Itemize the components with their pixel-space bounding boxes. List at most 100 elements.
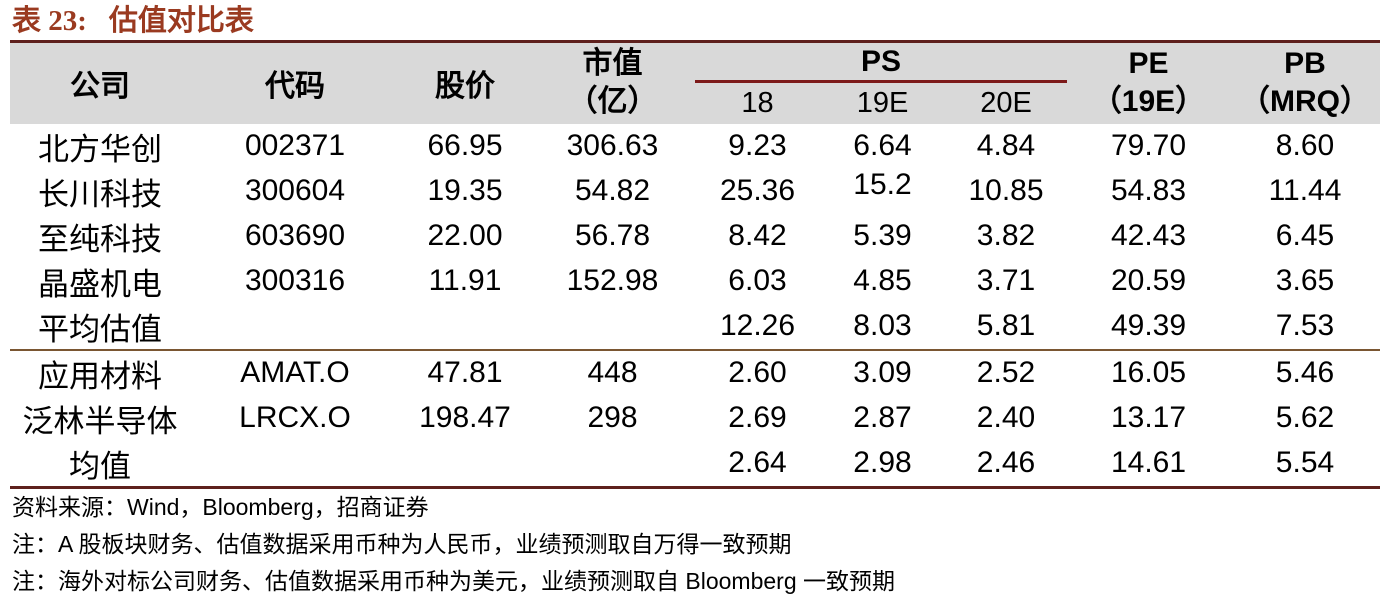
cell-ps18: 2.69 [728, 401, 787, 434]
cell-ps20e: 5.81 [945, 303, 1067, 351]
cell-pbmrq: 3.65 [1275, 264, 1335, 297]
cell-company: 长川科技 [38, 176, 162, 212]
cell-pbmrq: 5.62 [1275, 401, 1335, 434]
col-header-ps-20e: 20E [945, 81, 1067, 124]
cell-mktcap: 448 [587, 356, 638, 389]
cell-code: 002371 [244, 129, 346, 162]
cell-pe19e: 54.83 [1110, 174, 1187, 207]
cell-company: 至纯科技 [38, 221, 162, 257]
cell-ps19e: 2.98 [853, 446, 912, 479]
cell-pbmrq: 6.45 [1275, 219, 1335, 252]
cell-ps19e: 2.87 [853, 401, 912, 434]
table-title-text: 估值对比表 [108, 5, 254, 37]
cell-mktcap: 56.78 [574, 219, 651, 252]
cell-ps18: 9.23 [728, 129, 787, 162]
marketcap-label-line1: 市值 [582, 47, 643, 81]
cell-ps18: 8.42 [728, 219, 787, 252]
cell-pe19e: 79.70 [1110, 129, 1187, 162]
cell-company: 北方华创 [38, 131, 162, 167]
note-a-share: 注：A 股板块财务、估值数据采用币种为人民币，业绩预测取自万得一致预期 [12, 530, 792, 557]
cell-price: 47.81 [427, 356, 503, 389]
cell-pe19e: 14.61 [1110, 446, 1187, 479]
cell-mktcap [530, 303, 695, 351]
cell-ps20e: 3.82 [976, 219, 1036, 252]
cell-mktcap: 54.82 [574, 174, 651, 207]
table-row: 至纯科技 603690 22.00 56.78 8.42 5.39 3.82 4… [10, 214, 1380, 259]
cell-pe19e: 13.17 [1110, 401, 1187, 434]
cell-price [400, 441, 530, 488]
col-header-price: 股价 [400, 41, 530, 124]
cell-ps19e: 6.64 [853, 129, 912, 162]
cell-company: 平均估值 [10, 303, 190, 351]
cell-ps19e: 15.2 [853, 167, 912, 201]
source-note: 资料来源：Wind，Bloomberg，招商证券 [12, 493, 429, 520]
table-header: 公司 代码 股价 市值 （亿） PS PE （19E） PB （MRQ） 18 [10, 41, 1380, 124]
cell-ps19e: 3.09 [853, 356, 912, 389]
cell-company: 均值 [69, 448, 131, 484]
col-header-pb: PB （MRQ） [1230, 41, 1380, 124]
col-header-ps-group: PS [695, 41, 1067, 83]
cell-code: LRCX.O [239, 401, 351, 434]
table-body: 北方华创 002371 66.95 306.63 9.23 6.64 4.84 … [10, 124, 1380, 488]
cell-ps20e: 2.46 [976, 446, 1036, 479]
table-row-average-a-share: 平均估值 12.26 8.03 5.81 49.39 7.53 [10, 303, 1380, 351]
table-row: 长川科技 300604 19.35 54.82 25.36 15.2 10.85… [10, 167, 1380, 214]
cell-ps18: 25.36 [719, 174, 796, 207]
cell-mktcap: 152.98 [566, 264, 659, 297]
cell-company: 应用材料 [38, 358, 162, 394]
col-header-ps-19e: 19E [820, 81, 945, 124]
cell-ps19e: 8.03 [820, 303, 945, 351]
cell-ps18: 6.03 [728, 264, 787, 297]
cell-code: 300316 [244, 264, 346, 297]
cell-pbmrq: 8.60 [1275, 129, 1335, 162]
cell-company: 晶盛机电 [38, 266, 162, 302]
cell-pbmrq: 5.46 [1275, 356, 1335, 389]
cell-price: 198.47 [419, 401, 511, 434]
cell-pe19e: 20.59 [1110, 264, 1187, 297]
valuation-comparison-table: 公司 代码 股价 市值 （亿） PS PE （19E） PB （MRQ） 18 [10, 40, 1380, 489]
cell-pbmrq: 11.44 [1268, 174, 1342, 207]
cell-ps20e: 4.84 [976, 129, 1036, 162]
cell-mktcap [530, 441, 695, 488]
cell-ps20e: 10.85 [968, 174, 1044, 207]
cell-ps18: 2.64 [728, 446, 787, 479]
table-number-label: 表 23: [12, 5, 87, 37]
cell-ps19e: 5.39 [853, 219, 912, 252]
cell-code: AMAT.O [240, 356, 350, 389]
cell-code [190, 441, 400, 488]
table-row: 晶盛机电 300316 11.91 152.98 6.03 4.85 3.71 … [10, 259, 1380, 304]
cell-price: 66.95 [427, 129, 503, 162]
table-row: 北方华创 002371 66.95 306.63 9.23 6.64 4.84 … [10, 124, 1380, 169]
table-row: 应用材料 AMAT.O 47.81 448 2.60 3.09 2.52 16.… [10, 350, 1380, 396]
cell-pe19e: 16.05 [1110, 356, 1187, 389]
col-header-code: 代码 [190, 41, 400, 124]
note-overseas: 注：海外对标公司财务、估值数据采用币种为美元，业绩预测取自 Bloomberg … [12, 567, 896, 594]
pe-label-line2: （19E） [1091, 85, 1206, 119]
col-header-ps-18: 18 [695, 81, 820, 124]
cell-mktcap: 306.63 [566, 129, 659, 162]
cell-pe19e: 49.39 [1067, 303, 1230, 351]
cell-pbmrq: 7.53 [1230, 303, 1380, 351]
cell-pe19e: 42.43 [1110, 219, 1187, 252]
cell-ps18: 12.26 [695, 303, 820, 351]
cell-mktcap: 298 [587, 401, 638, 434]
cell-ps18: 2.60 [728, 356, 787, 389]
cell-code: 603690 [244, 219, 346, 252]
table-row-average-overseas: 均值 2.64 2.98 2.46 14.61 5.54 [10, 441, 1380, 488]
cell-ps20e: 2.40 [976, 401, 1036, 434]
marketcap-label-line2: （亿） [567, 85, 658, 119]
cell-code [190, 303, 400, 351]
col-header-pe: PE （19E） [1067, 41, 1230, 124]
pb-label-line1: PB [1284, 47, 1326, 81]
cell-price: 11.91 [428, 264, 502, 297]
col-header-marketcap: 市值 （亿） [530, 41, 695, 124]
pb-label-line2: （MRQ） [1240, 85, 1370, 119]
pe-label-line1: PE [1128, 47, 1169, 81]
page-title: 表 23: 估值对比表 [10, 2, 1380, 40]
cell-ps20e: 3.71 [976, 264, 1036, 297]
table-row: 泛林半导体 LRCX.O 198.47 298 2.69 2.87 2.40 1… [10, 396, 1380, 441]
cell-code: 300604 [244, 174, 346, 207]
cell-price [400, 303, 530, 351]
cell-ps19e: 4.85 [853, 264, 912, 297]
